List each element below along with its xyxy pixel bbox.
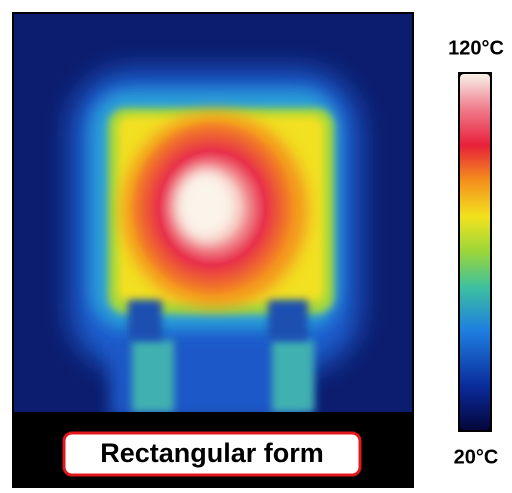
caption: Rectangular form	[100, 438, 324, 468]
colorbar	[460, 74, 490, 430]
colorbar-top-label: 120°C	[448, 37, 504, 59]
thermal-image	[14, 14, 412, 420]
colorbar-bottom-label: 20°C	[454, 446, 499, 468]
figure: Rectangular form 120°C 20°C	[0, 0, 512, 488]
